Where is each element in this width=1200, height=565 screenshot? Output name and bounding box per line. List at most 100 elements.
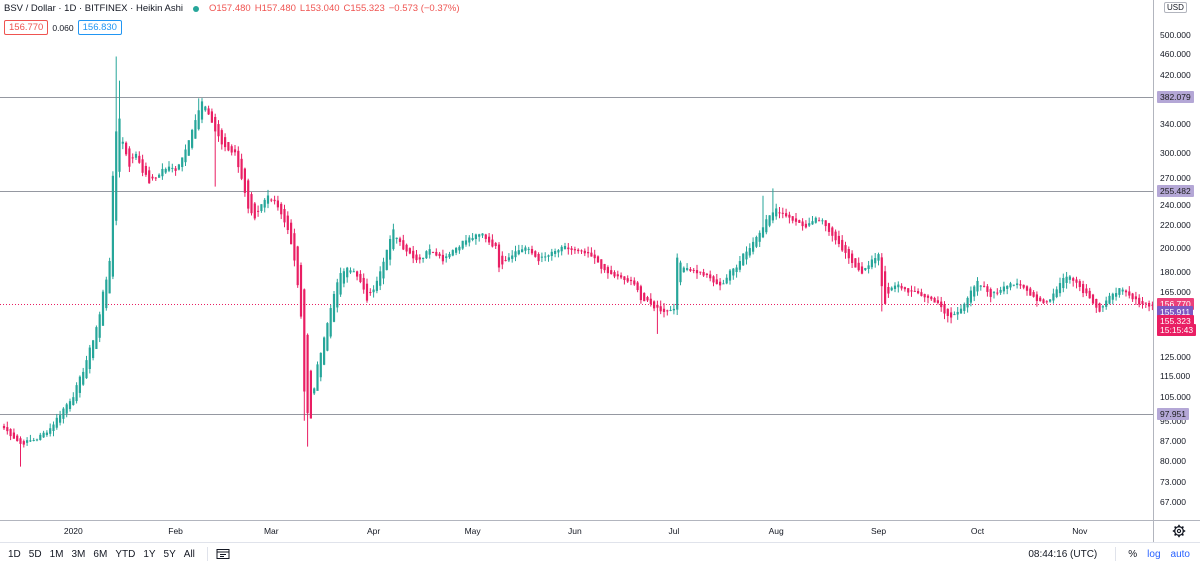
candle-body [214, 116, 217, 132]
utc-clock[interactable]: 08:44:16 (UTC) [1028, 548, 1098, 560]
candle-body [633, 280, 636, 285]
range-button-1m[interactable]: 1M [49, 548, 64, 560]
candle-body [1012, 284, 1015, 286]
candle-body [329, 308, 332, 337]
price-tick-label: 80.000 [1160, 455, 1186, 466]
candle-body [557, 250, 560, 253]
range-button-5d[interactable]: 5D [28, 548, 42, 560]
candle-body [323, 337, 326, 365]
range-button-3m[interactable]: 3M [71, 548, 86, 560]
candle-body [811, 221, 814, 225]
log-scale-button[interactable]: log [1147, 548, 1161, 560]
candle-body [917, 291, 920, 294]
candle-body [187, 140, 190, 156]
price-marker-label: 155.911 [1157, 306, 1194, 319]
candle-body [893, 285, 897, 289]
candle-body [926, 295, 930, 298]
candle-body [712, 276, 715, 283]
auto-scale-button[interactable]: auto [1170, 548, 1190, 560]
candle-body [563, 246, 567, 250]
candle-body [930, 296, 933, 300]
candle-body [837, 235, 840, 245]
candle-body [88, 347, 91, 369]
candle-body [798, 220, 801, 223]
level-price-label: 382.079 [1157, 91, 1194, 104]
candle-body [626, 278, 629, 282]
time-tick-label: Jul [668, 526, 680, 536]
sell-price-button[interactable]: 156.770 [4, 20, 49, 35]
candle-body [956, 311, 959, 315]
candle-body [550, 251, 553, 257]
candle-body [653, 301, 656, 309]
range-button-all[interactable]: All [183, 548, 195, 560]
candle-body [1058, 283, 1062, 294]
range-button-1d[interactable]: 1D [8, 548, 21, 560]
price-marker-label: 15:15:43 [1157, 324, 1197, 337]
candle-body [560, 246, 563, 252]
candle-body [22, 441, 25, 445]
chart-legend: BSV / Dollar · 1D · BITFINEX · Heikin As… [4, 3, 460, 14]
candle-body [207, 108, 210, 115]
candle-body [402, 240, 405, 250]
candle-body [583, 250, 586, 254]
candle-body [392, 229, 395, 250]
quote-row: 156.770 0.060 156.830 [4, 20, 122, 35]
candle-body [646, 297, 649, 301]
candle-body [874, 258, 877, 264]
candle-body [286, 215, 289, 231]
chart-plot-area[interactable]: BSV / Dollar · 1D · BITFINEX · Heikin As… [0, 0, 1154, 520]
candle-body [986, 286, 989, 292]
currency-badge[interactable]: USD [1164, 2, 1187, 13]
range-button-5y[interactable]: 5Y [163, 548, 176, 560]
candle-body [484, 234, 487, 239]
range-button-ytd[interactable]: YTD [115, 548, 136, 560]
candle-body [240, 158, 243, 179]
price-tick-label: 240.000 [1160, 200, 1191, 211]
candle-body [867, 265, 870, 270]
candle-body [128, 148, 131, 167]
candle-body [19, 438, 22, 444]
candle-body [715, 279, 718, 285]
range-button-1y[interactable]: 1Y [143, 548, 156, 560]
candle-body [2, 425, 6, 429]
symbol-title[interactable]: BSV / Dollar · 1D · BITFINEX · Heikin As… [4, 3, 183, 14]
candle-body [12, 432, 15, 439]
range-button-6m[interactable]: 6M [93, 548, 108, 560]
candle-body [379, 271, 382, 286]
candle-body [1121, 289, 1124, 292]
date-range-icon[interactable] [216, 548, 230, 560]
candle-body [316, 364, 319, 391]
candle-body [1131, 293, 1134, 300]
candle-body [365, 283, 369, 301]
candle-body [537, 253, 540, 262]
candle-body [1035, 294, 1038, 301]
time-tick-label: Apr [366, 526, 381, 536]
gear-icon[interactable] [1172, 524, 1186, 538]
candle-body [468, 237, 471, 243]
price-axis[interactable]: USD 500.000460.000420.000380.000340.0003… [1153, 0, 1200, 520]
time-axis[interactable]: 2020 Feb Mar Apr May Jun Jul Aug Sep Oct Nov [0, 520, 1153, 542]
candle-body [293, 233, 296, 261]
candlestick-chart[interactable] [0, 0, 1154, 520]
candle-body [804, 223, 807, 228]
candle-body [435, 251, 438, 256]
candles-group [2, 56, 1154, 467]
buy-price-button[interactable]: 156.830 [77, 20, 122, 35]
candle-body [794, 218, 798, 222]
candle-body [1078, 281, 1081, 287]
candle-body [356, 271, 359, 277]
candle-body [686, 268, 689, 270]
candle-body [339, 273, 342, 295]
ohlc-change: −0.573 (−0.37%) [388, 3, 460, 14]
candle-body [920, 292, 923, 296]
candle-body [474, 234, 477, 240]
candle-body [662, 308, 666, 312]
candle-body [514, 251, 517, 258]
candle-body [1075, 279, 1078, 283]
candle-body [154, 177, 157, 179]
candle-body [141, 159, 144, 173]
percent-scale-button[interactable]: % [1128, 548, 1138, 560]
candle-body [940, 301, 943, 308]
candle-body [785, 213, 788, 217]
candle-body [389, 238, 392, 260]
